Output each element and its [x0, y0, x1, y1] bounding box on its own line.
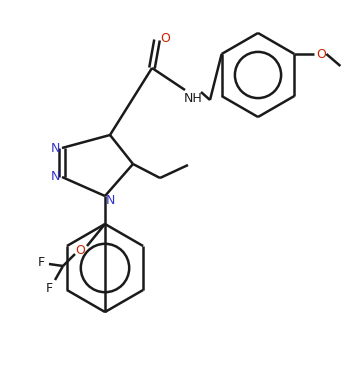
Text: F: F [45, 282, 53, 294]
Text: N: N [50, 170, 60, 184]
Text: N: N [105, 195, 115, 207]
Text: N: N [50, 141, 60, 155]
Text: O: O [316, 48, 326, 60]
Text: F: F [37, 256, 45, 268]
Text: NH: NH [184, 92, 202, 104]
Text: O: O [75, 244, 85, 256]
Text: O: O [160, 32, 170, 44]
